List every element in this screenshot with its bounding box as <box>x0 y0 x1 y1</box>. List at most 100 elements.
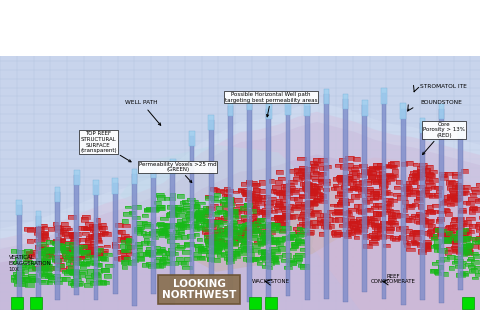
Bar <box>456 236 462 239</box>
Bar <box>243 246 249 250</box>
Bar <box>299 168 307 171</box>
Bar <box>253 188 260 192</box>
Bar <box>205 238 214 243</box>
Bar <box>385 173 394 176</box>
Bar <box>365 172 371 175</box>
Bar <box>408 177 418 180</box>
Bar <box>413 241 419 244</box>
Bar <box>26 252 34 256</box>
Bar <box>311 201 317 205</box>
Bar <box>326 210 335 214</box>
Bar <box>85 227 91 230</box>
Bar <box>338 181 344 184</box>
Bar <box>377 227 384 230</box>
Bar <box>181 260 188 265</box>
Bar <box>239 188 243 192</box>
Bar <box>360 187 367 190</box>
Bar <box>214 243 219 247</box>
Bar <box>459 248 466 252</box>
Bar <box>122 219 129 223</box>
Bar <box>240 236 249 239</box>
Bar <box>39 264 48 269</box>
Bar <box>202 214 211 217</box>
Bar <box>67 248 72 253</box>
Bar <box>338 175 347 179</box>
Bar <box>253 197 261 201</box>
Bar <box>297 227 302 230</box>
Bar <box>241 182 249 186</box>
Bar <box>269 258 277 262</box>
Bar <box>360 219 367 223</box>
Bar <box>244 209 250 214</box>
Bar <box>44 264 51 267</box>
Bar <box>231 251 239 255</box>
Bar <box>281 187 289 191</box>
Bar <box>433 246 441 249</box>
Bar <box>35 228 43 232</box>
Bar <box>418 185 425 188</box>
Bar <box>478 244 480 249</box>
Bar <box>461 236 470 240</box>
Bar <box>86 244 95 247</box>
Bar <box>49 248 54 253</box>
Bar <box>89 226 95 230</box>
Bar <box>460 231 467 234</box>
Bar <box>32 266 41 270</box>
Bar <box>142 231 146 235</box>
Bar <box>301 178 307 180</box>
Bar <box>465 250 473 254</box>
Bar <box>193 215 201 218</box>
Bar <box>122 224 131 227</box>
Bar <box>385 221 392 224</box>
Bar <box>144 209 149 212</box>
Bar <box>26 252 34 256</box>
Bar <box>378 179 386 183</box>
Bar <box>36 245 42 249</box>
Bar <box>270 240 279 244</box>
Bar <box>217 227 222 232</box>
Bar <box>39 246 45 249</box>
Bar <box>156 223 166 227</box>
Bar <box>365 220 374 224</box>
Bar <box>331 187 336 190</box>
Bar <box>71 249 80 253</box>
Bar <box>41 231 48 235</box>
Bar <box>264 233 271 237</box>
Bar <box>192 222 198 225</box>
Bar <box>286 183 294 187</box>
Bar <box>36 228 44 231</box>
Bar <box>442 235 452 239</box>
Bar <box>216 242 225 245</box>
Bar <box>269 222 279 226</box>
Bar <box>460 272 465 276</box>
Bar <box>451 218 460 222</box>
Bar <box>62 232 71 236</box>
Bar <box>308 195 315 198</box>
Bar <box>39 255 46 258</box>
Bar <box>248 181 257 185</box>
Bar <box>303 172 310 176</box>
Bar <box>363 170 372 174</box>
Bar <box>76 247 83 251</box>
Bar <box>222 194 230 196</box>
Bar <box>41 259 48 262</box>
Bar <box>193 221 199 224</box>
Bar <box>161 229 167 232</box>
Bar <box>240 228 246 232</box>
Polygon shape <box>0 122 480 310</box>
Bar <box>249 220 257 223</box>
Bar <box>251 214 256 218</box>
Bar <box>324 94 329 299</box>
Bar <box>387 175 395 178</box>
Bar <box>226 259 231 264</box>
Bar <box>299 214 306 218</box>
Bar <box>277 192 285 196</box>
Bar <box>243 219 251 222</box>
Bar <box>90 255 96 259</box>
Bar <box>365 217 373 220</box>
Bar <box>47 266 53 270</box>
Bar <box>228 106 233 297</box>
Bar <box>280 215 288 218</box>
Bar <box>256 224 265 228</box>
Bar <box>470 244 478 248</box>
